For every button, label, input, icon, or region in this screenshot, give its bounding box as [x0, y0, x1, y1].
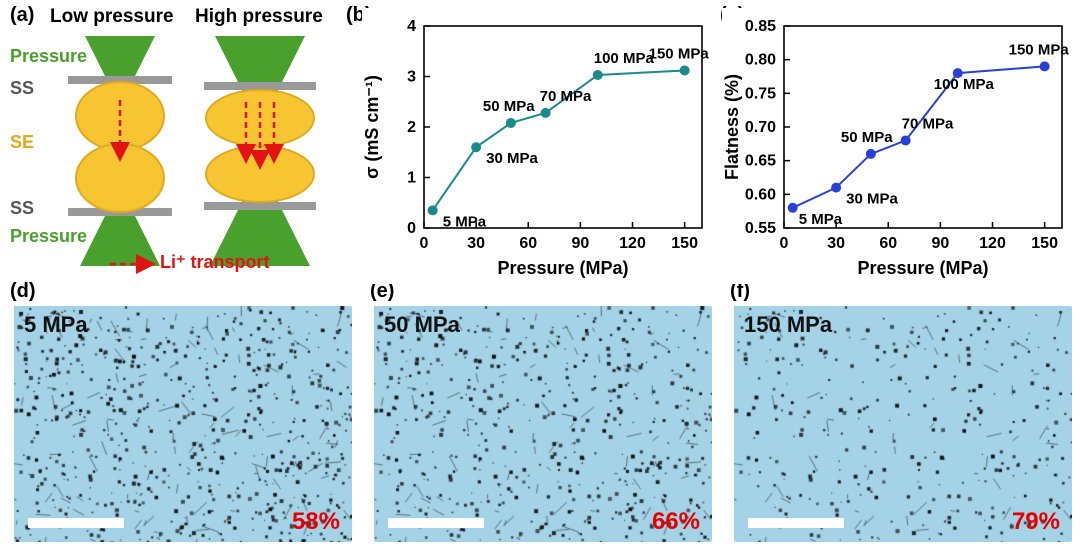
svg-text:4: 4: [407, 18, 416, 35]
micro-flatness-label: 66%: [652, 508, 700, 536]
svg-text:0.80: 0.80: [745, 52, 776, 69]
svg-text:150: 150: [671, 235, 698, 252]
scalebar: [748, 518, 844, 528]
label-ss-bot: SS: [10, 198, 34, 219]
panel-a-diagram: Low pressure High pressure Pressure SS S…: [10, 6, 330, 296]
svg-text:0: 0: [420, 235, 429, 252]
svg-text:120: 120: [979, 235, 1006, 252]
svg-text:2: 2: [407, 119, 416, 136]
svg-text:Pressure (MPa): Pressure (MPa): [857, 258, 988, 278]
svg-text:0.85: 0.85: [745, 18, 776, 35]
diagram-low-pressure: [50, 36, 190, 266]
chart-conductivity: 0 30 60 90 120 150 0 1 2 3 4 5 MPa 30 MPa 50 MPa 70 MP…: [362, 8, 714, 284]
svg-text:0.75: 0.75: [745, 85, 776, 102]
svg-text:Pressure (MPa): Pressure (MPa): [497, 258, 628, 278]
svg-text:120: 120: [619, 235, 646, 252]
label-se: SE: [10, 132, 34, 153]
svg-text:0: 0: [407, 220, 416, 237]
svg-text:150 MPa: 150 MPa: [1009, 41, 1070, 58]
micro-flatness-label: 58%: [292, 508, 340, 536]
svg-text:0: 0: [780, 235, 789, 252]
figure-root: (a) (b) (c) (d) (e) (f) Low pressure Hig…: [0, 0, 1080, 548]
svg-text:60: 60: [879, 235, 897, 252]
micro-pressure-label: 5 MPa: [24, 312, 88, 338]
svg-text:150: 150: [1031, 235, 1058, 252]
svg-text:150 MPa: 150 MPa: [649, 45, 710, 62]
svg-text:50 MPa: 50 MPa: [483, 98, 535, 115]
diagram-high-pressure: [190, 36, 330, 266]
micrograph-50mpa: 50 MPa 66%: [374, 306, 712, 542]
svg-text:0.55: 0.55: [745, 220, 776, 237]
svg-text:3: 3: [407, 69, 416, 86]
svg-text:0.70: 0.70: [745, 119, 776, 136]
svg-text:70 MPa: 70 MPa: [540, 88, 592, 105]
svg-text:30: 30: [467, 235, 485, 252]
micro-pressure-label: 150 MPa: [744, 312, 832, 338]
chart-flatness: 0 30 60 90 120 150 0.55 0.60 0.65 0.70 0.75 0.80 0.8…: [722, 8, 1074, 284]
svg-text:5 MPa: 5 MPa: [799, 211, 843, 228]
svg-text:30 MPa: 30 MPa: [846, 191, 898, 208]
scalebar: [28, 518, 124, 528]
svg-text:60: 60: [519, 235, 537, 252]
svg-text:70 MPa: 70 MPa: [902, 115, 954, 132]
svg-text:100 MPa: 100 MPa: [934, 76, 995, 93]
micro-flatness-label: 79%: [1012, 508, 1060, 536]
panel-a-title-low: Low pressure: [50, 6, 174, 28]
svg-text:0.65: 0.65: [745, 153, 776, 170]
svg-text:90: 90: [931, 235, 949, 252]
panel-a-title-high: High pressure: [195, 6, 323, 28]
label-ss-top: SS: [10, 78, 34, 99]
svg-text:1: 1: [407, 170, 416, 187]
svg-text:30 MPa: 30 MPa: [486, 150, 538, 167]
micro-pressure-label: 50 MPa: [384, 312, 460, 338]
svg-text:90: 90: [571, 235, 589, 252]
micrograph-150mpa: 150 MPa 79%: [734, 306, 1072, 542]
legend-text: Li⁺ transport: [160, 252, 270, 273]
svg-text:0.60: 0.60: [745, 186, 776, 203]
svg-text:30: 30: [827, 235, 845, 252]
svg-text:50 MPa: 50 MPa: [841, 129, 893, 146]
svg-text:100 MPa: 100 MPa: [594, 50, 655, 67]
svg-text:5 MPa: 5 MPa: [443, 213, 487, 230]
svg-text:Flatness (%): Flatness (%): [722, 74, 742, 180]
micrograph-5mpa: 5 MPa 58%: [14, 306, 352, 542]
scalebar: [388, 518, 484, 528]
svg-text:σ (mS cm⁻¹): σ (mS cm⁻¹): [362, 75, 382, 179]
